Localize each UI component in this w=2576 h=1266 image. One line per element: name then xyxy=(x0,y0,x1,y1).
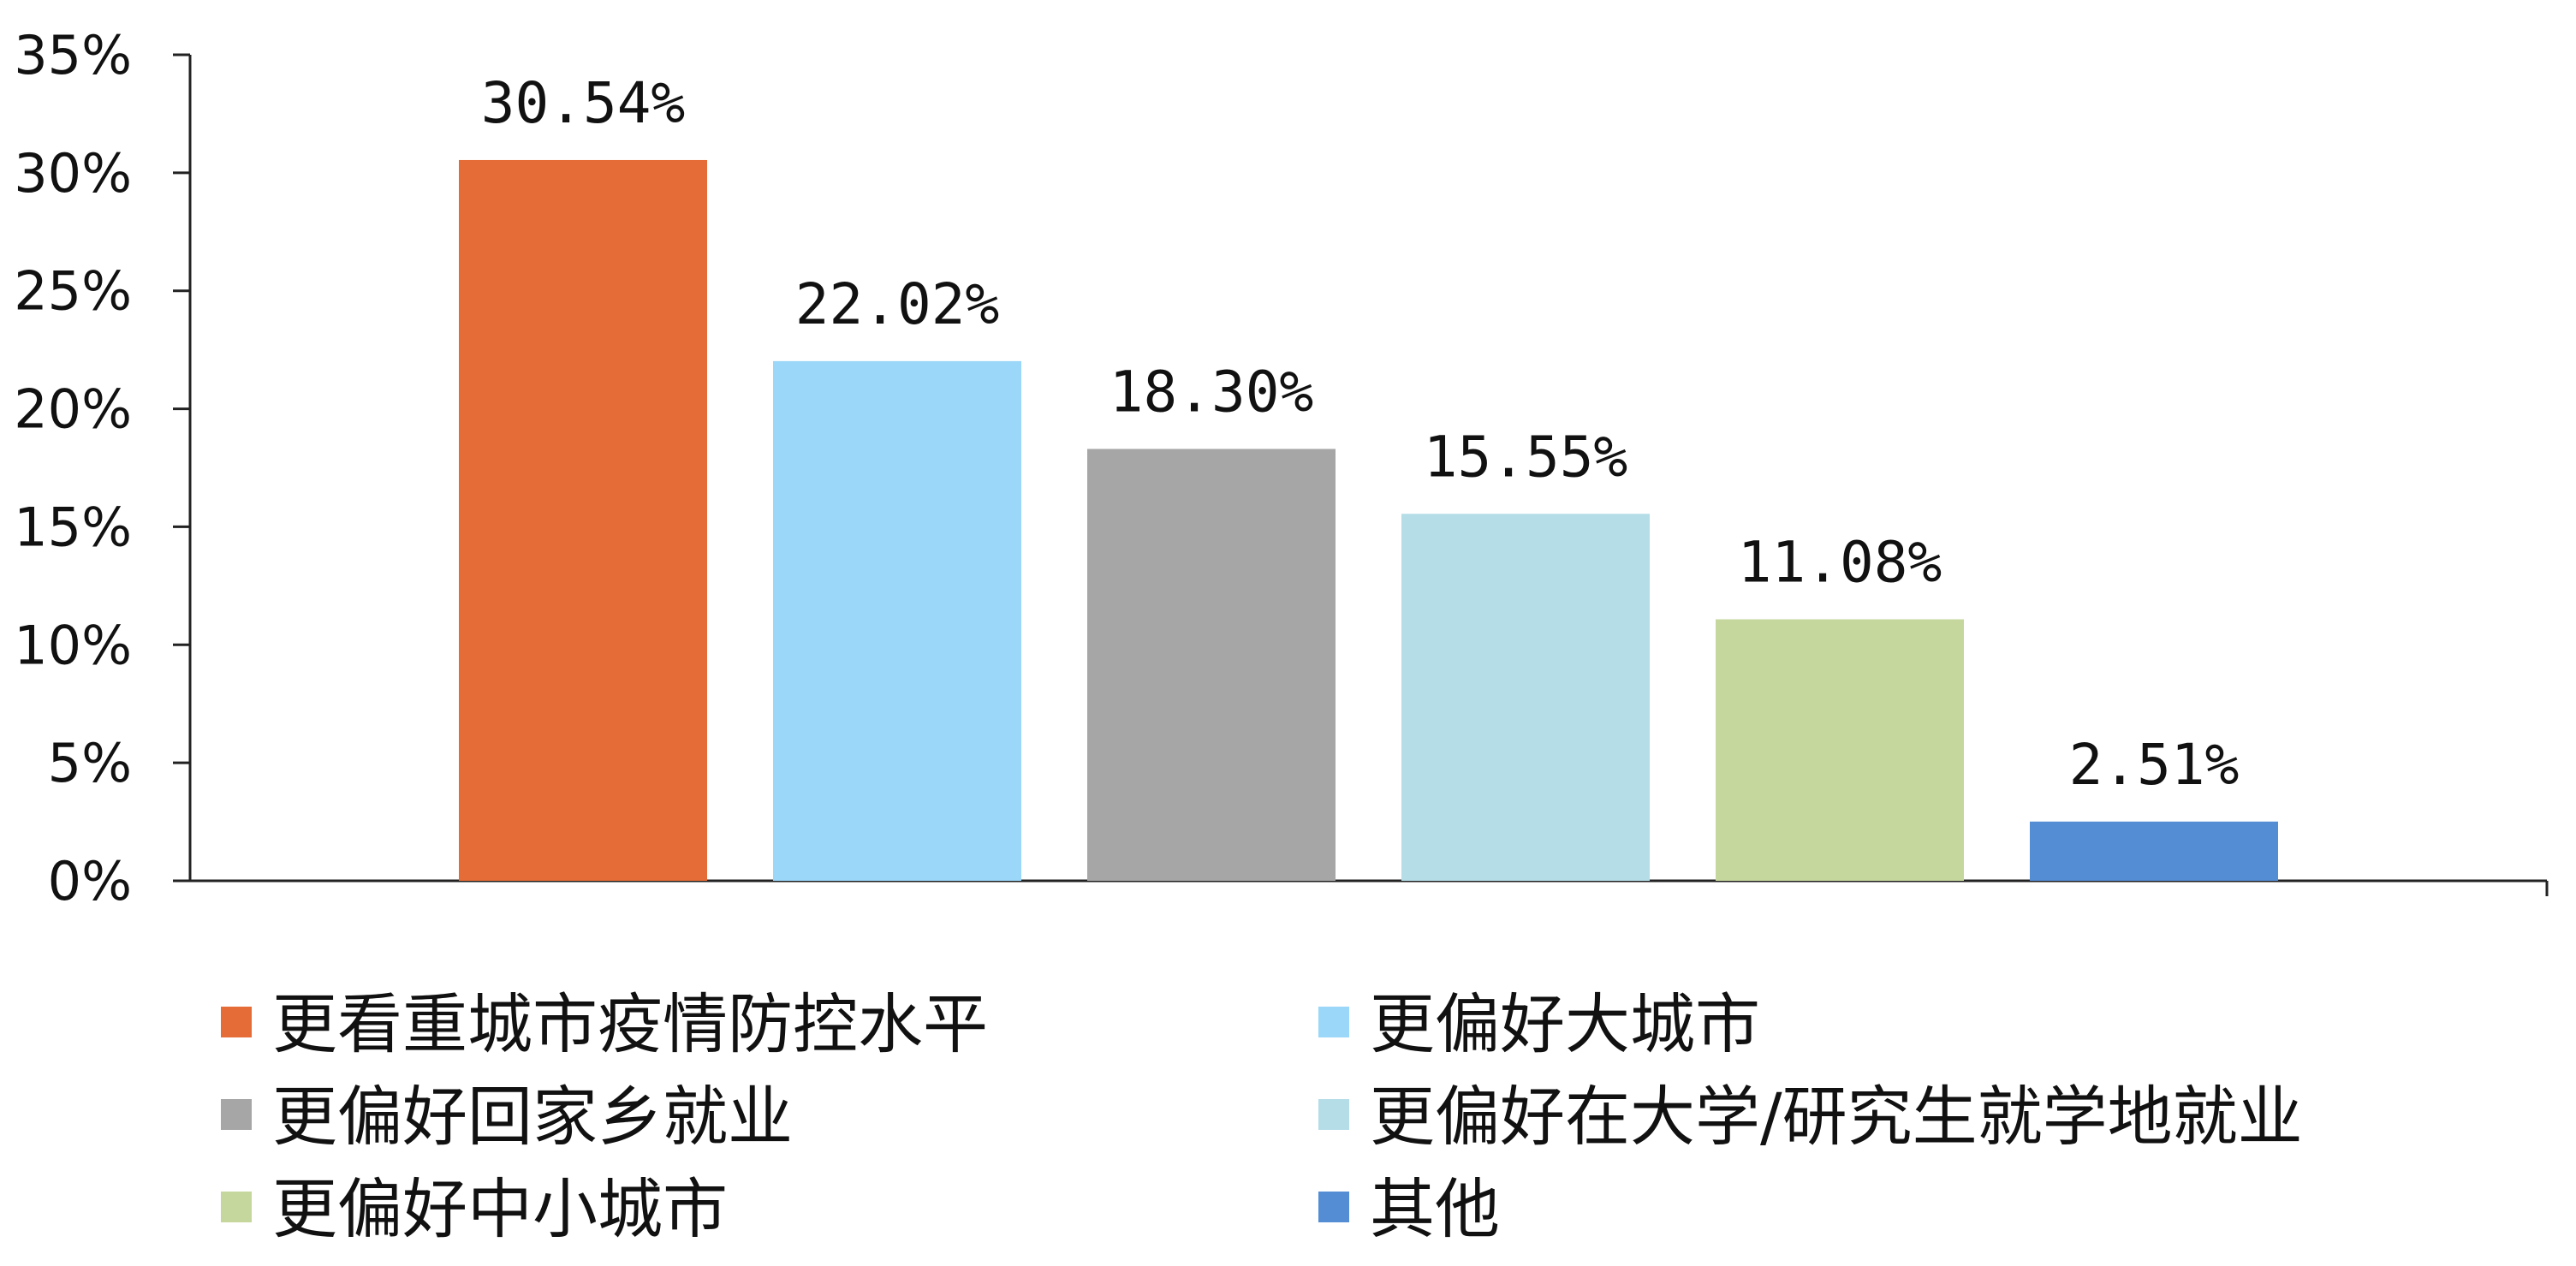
data-label: 2.51% xyxy=(2069,732,2240,798)
y-tick-label: 10% xyxy=(14,614,132,676)
bar xyxy=(2030,821,2278,881)
y-tick-label: 20% xyxy=(14,378,132,441)
legend-label: 其他 xyxy=(1370,1171,1500,1247)
y-tick-label: 0% xyxy=(48,850,132,912)
data-label: 30.54% xyxy=(481,70,685,136)
y-tick-label: 5% xyxy=(48,732,132,794)
bar xyxy=(1401,514,1650,881)
legend-swatch xyxy=(221,1007,252,1037)
data-label: 18.30% xyxy=(1110,359,1313,425)
legend-swatch xyxy=(221,1099,252,1130)
y-tick-label: 30% xyxy=(14,142,132,205)
y-tick-label: 35% xyxy=(14,24,132,86)
y-axis-ticks: 0% 5% 10% 15% 20% 25% 30% 35% xyxy=(14,24,2549,912)
legend-swatch xyxy=(1318,1007,1349,1037)
data-labels: 30.54% 22.02% 18.30% 15.55% 11.08% 2.51% xyxy=(481,70,2240,798)
legend-label: 更看重城市疫情防控水平 xyxy=(272,986,988,1062)
legend-label: 更偏好在大学/研究生就学地就业 xyxy=(1370,1079,2303,1155)
data-label: 11.08% xyxy=(1738,530,1942,596)
legend-swatch xyxy=(1318,1099,1349,1130)
bar xyxy=(773,360,1021,881)
data-label: 15.55% xyxy=(1424,424,1627,490)
legend-label: 更偏好回家乡就业 xyxy=(272,1079,793,1155)
y-tick-label: 25% xyxy=(14,260,132,323)
bars xyxy=(459,159,2278,881)
data-label: 22.02% xyxy=(795,271,999,337)
legend-swatch xyxy=(1318,1192,1349,1222)
y-tick-label: 15% xyxy=(14,496,132,558)
bar xyxy=(459,159,707,881)
bar xyxy=(1087,449,1336,881)
legend-swatch xyxy=(221,1192,252,1222)
bar xyxy=(1716,619,1964,881)
legend-label: 更偏好大城市 xyxy=(1370,986,1760,1062)
legend-label: 更偏好中小城市 xyxy=(272,1171,728,1247)
